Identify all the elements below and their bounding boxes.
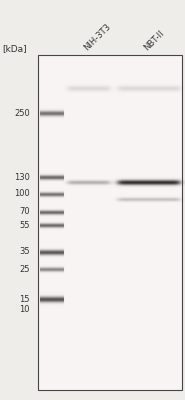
Text: 100: 100 <box>14 190 30 198</box>
Text: 10: 10 <box>19 304 30 314</box>
Text: 70: 70 <box>19 208 30 216</box>
Text: NIH-3T3: NIH-3T3 <box>83 22 113 52</box>
Bar <box>38 55 182 390</box>
Text: 15: 15 <box>19 294 30 304</box>
Text: 250: 250 <box>14 108 30 118</box>
Text: 35: 35 <box>19 248 30 256</box>
Text: 130: 130 <box>14 172 30 182</box>
Text: NBT-II: NBT-II <box>143 28 166 52</box>
Text: 55: 55 <box>19 220 30 230</box>
Text: 25: 25 <box>19 264 30 274</box>
Text: [kDa]: [kDa] <box>2 44 27 53</box>
